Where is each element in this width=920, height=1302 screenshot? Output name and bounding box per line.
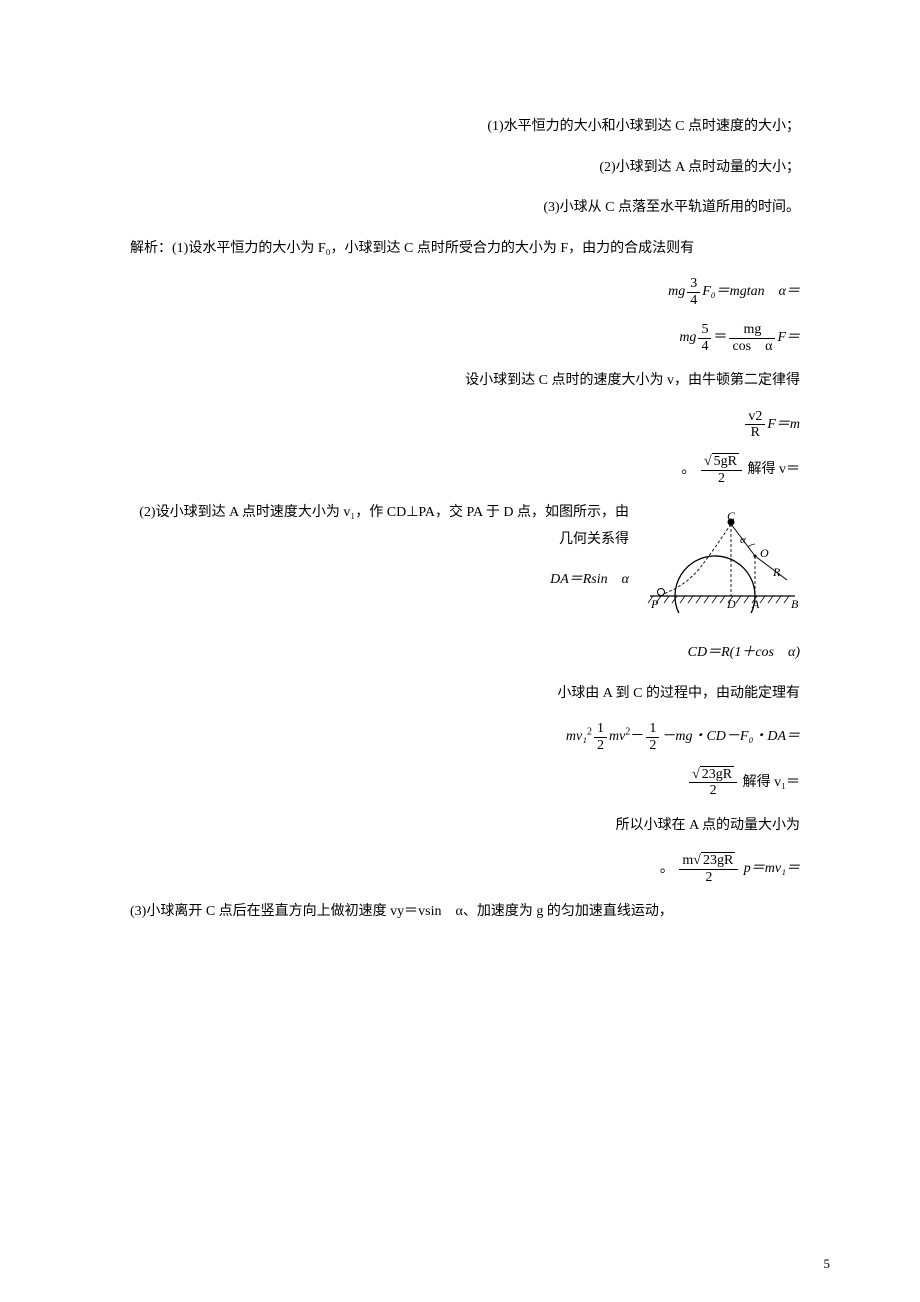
equation-newton2: v2RF＝m bbox=[130, 409, 800, 441]
eq-text: mg bbox=[679, 330, 696, 345]
label-c: C bbox=[727, 509, 736, 523]
eq-text: ＝ bbox=[713, 330, 727, 345]
equation-v1-result: 23gR2 解得 v₁＝ bbox=[130, 767, 800, 799]
eq-text: 解得 v＝ bbox=[748, 462, 801, 477]
question-3: (3)小球从 C 点落至水平轨道所用的时间。 bbox=[130, 195, 800, 222]
sup: 2 bbox=[587, 727, 592, 738]
equation-f0: mg34F₀＝mgtan α＝ bbox=[130, 276, 800, 308]
frac-den: 2 bbox=[689, 783, 737, 798]
frac-den: 2 bbox=[679, 870, 738, 885]
line-ke-intro: 小球由 A 到 C 的过程中，由动能定理有 bbox=[130, 681, 800, 708]
equation-cd: CD＝R(1＋cos α) bbox=[130, 640, 800, 667]
label-d: D bbox=[726, 597, 736, 611]
question-2: (2)小球到达 A 点时动量的大小； bbox=[130, 155, 800, 182]
frac-num: 5 bbox=[698, 322, 711, 338]
frac-den: 2 bbox=[646, 738, 659, 753]
equation-v-result: 。 5gR 2 解得 v＝ bbox=[130, 454, 800, 486]
solution-intro: 解析：(1)设水平恒力的大小为 F₀，小球到达 C 点时所受合力的大小为 F，由… bbox=[130, 236, 800, 263]
eq-text: DA＝Rsin α bbox=[550, 572, 629, 587]
eq-text: F＝m bbox=[767, 417, 800, 432]
frac-num: mg bbox=[729, 322, 775, 338]
eq-text: CD＝R(1＋cos α) bbox=[688, 645, 800, 660]
frac-den: 4 bbox=[698, 339, 711, 354]
sqrt-rad: 23gR bbox=[701, 852, 735, 868]
frac-num: 1 bbox=[646, 721, 659, 737]
label-r: R bbox=[772, 565, 781, 579]
eq-text: 解得 v₁＝ bbox=[743, 775, 800, 790]
eq-text: mv₁ bbox=[566, 729, 587, 744]
figure-svg: C α O R B A D P bbox=[645, 508, 800, 613]
eq-text: － bbox=[630, 729, 644, 744]
eq-text: mv bbox=[609, 729, 625, 744]
frac-num: v2 bbox=[745, 409, 765, 425]
geometry-figure: C α O R B A D P bbox=[645, 508, 800, 618]
eq-text: mg bbox=[668, 284, 685, 299]
eq-text: －mg・CD－F₀・DA＝ bbox=[661, 729, 800, 744]
eq-text: 。 bbox=[660, 862, 674, 877]
equation-ke: mv₁212mv2－12－mg・CD－F₀・DA＝ bbox=[130, 721, 800, 753]
sqrt-rad: 23gR bbox=[700, 766, 734, 782]
solution-intro-text: 解析：(1)设水平恒力的大小为 F₀，小球到达 C 点时所受合力的大小为 F，由… bbox=[130, 241, 694, 256]
eq-text: F₀＝mgtan α＝ bbox=[702, 284, 800, 299]
eq-text: p＝mv₁＝ bbox=[744, 862, 800, 877]
frac-den: 4 bbox=[687, 293, 700, 308]
frac-den: R bbox=[745, 425, 765, 440]
eq-text: m bbox=[682, 853, 693, 868]
frac-num: 1 bbox=[594, 721, 607, 737]
line-velocity-intro: 设小球到达 C 点时的速度大小为 v，由牛顿第二定律得 bbox=[130, 368, 800, 395]
frac-num: 3 bbox=[687, 276, 700, 292]
equation-p-result: 。 m 23gR 2 p＝mv₁＝ bbox=[130, 853, 800, 885]
label-p: P bbox=[650, 597, 659, 611]
line-momentum-a: 所以小球在 A 点的动量大小为 bbox=[130, 813, 800, 840]
part3-intro: (3)小球离开 C 点后在竖直方向上做初速度 vy＝vsin α、加速度为 g … bbox=[130, 899, 800, 926]
eq-text: F＝ bbox=[777, 330, 800, 345]
frac-den: 2 bbox=[594, 738, 607, 753]
equation-f: mg54＝mgcos αF＝ bbox=[130, 322, 800, 354]
label-b: B bbox=[791, 597, 799, 611]
label-a: A bbox=[751, 597, 760, 611]
frac-den: cos α bbox=[729, 339, 775, 354]
label-o: O bbox=[760, 546, 769, 560]
sqrt-rad: 5gR bbox=[712, 453, 739, 469]
label-alpha: α bbox=[740, 534, 746, 546]
page-number: 5 bbox=[824, 1256, 831, 1272]
frac-den: 2 bbox=[701, 471, 742, 486]
question-1: (1)水平恒力的大小和小球到达 C 点时速度的大小； bbox=[130, 114, 800, 141]
eq-text: 。 bbox=[681, 462, 695, 477]
